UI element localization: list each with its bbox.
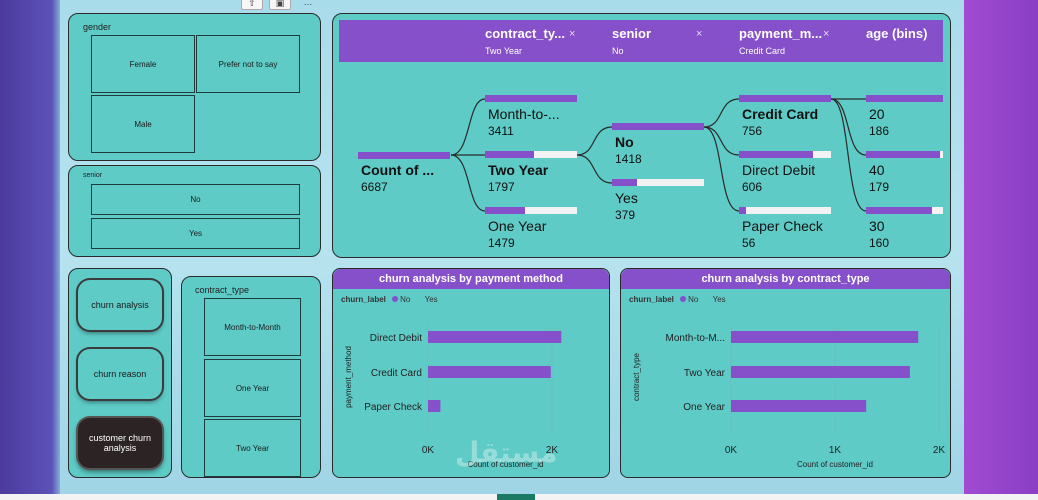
close-icon[interactable]: ×: [696, 28, 703, 40]
tree-bar: [485, 151, 577, 158]
chart-title: churn analysis by payment method: [333, 269, 609, 289]
y-tick-label: Month-to-M...: [666, 333, 725, 344]
y-tick-label: Paper Check: [364, 402, 423, 413]
gender-option-prefer-not[interactable]: Prefer not to say: [196, 35, 300, 93]
tree-header-age[interactable]: age (bins): [866, 26, 928, 41]
chart-title: churn analysis by contract_type: [621, 269, 950, 289]
gender-option-male[interactable]: Male: [91, 95, 195, 153]
tree-header-contract[interactable]: contract_ty... Two Year ×: [485, 26, 576, 56]
chart-legend: churn_label No Yes: [629, 295, 726, 304]
y-tick-label: Direct Debit: [370, 333, 422, 344]
bar: [731, 400, 867, 412]
tree-connectors: [450, 98, 867, 212]
tree-bar: [866, 207, 943, 214]
tree-bar: [866, 95, 943, 102]
tree-bar: [739, 95, 831, 102]
bar-chart-svg: 0K 2K Direct Debit Credit Card Paper Check Co…: [344, 324, 562, 469]
decomposition-tree: contract_ty... Two Year × senior No × pa…: [332, 13, 951, 258]
active-page-tab[interactable]: [497, 494, 535, 500]
bar: [731, 331, 919, 343]
watermark-logo: مستقل: [455, 437, 558, 468]
chart-legend: churn_label No Yes: [341, 295, 438, 304]
y-axis-title: payment_method: [344, 346, 353, 408]
navigation-panel: churn analysis churn reason customer chu…: [68, 268, 172, 478]
y-tick-label: Credit Card: [371, 368, 422, 379]
contract-type-slicer: contract_type Month-to-Month One Year Tw…: [181, 276, 321, 478]
tree-bar: [612, 123, 704, 130]
senior-option-yes[interactable]: Yes: [91, 218, 300, 249]
legend-dot-no: [392, 296, 399, 302]
bar: [731, 366, 910, 378]
x-tick-label: 2K: [933, 445, 946, 456]
gender-slicer: gender Female Prefer not to say Male: [68, 13, 321, 161]
contract-option-month[interactable]: Month-to-Month: [204, 298, 301, 356]
tree-bar: [485, 95, 577, 102]
x-tick-label: 0K: [422, 445, 435, 456]
y-tick-label: Two Year: [684, 368, 726, 379]
x-axis-title: Count of customer_id: [467, 460, 543, 469]
contract-option-one-year[interactable]: One Year: [204, 359, 301, 417]
y-axis-title: contract_type: [632, 352, 641, 401]
tree-bar: [739, 207, 831, 214]
bar: [428, 400, 441, 412]
y-tick-label: One Year: [683, 402, 725, 413]
bar-chart-svg: 0K 1K 2K Month-to-M... Two Year One Year Count…: [632, 324, 946, 469]
legend-dot-yes: [416, 296, 423, 302]
gender-option-female[interactable]: Female: [91, 35, 195, 93]
tree-bar: [612, 179, 704, 186]
contract-option-two-year[interactable]: Two Year: [204, 419, 301, 477]
focus-icon[interactable]: ▣: [269, 0, 291, 10]
legend-dot-yes: [704, 296, 711, 302]
x-tick-label: 0K: [725, 445, 738, 456]
x-axis-title: Count of customer_id: [797, 460, 873, 469]
x-tick-label: 2K: [546, 445, 559, 456]
tree-header-bar: contract_ty... Two Year × senior No × pa…: [339, 20, 943, 62]
tree-bar: [358, 152, 450, 159]
bar: [428, 331, 562, 343]
x-tick-label: 1K: [829, 445, 842, 456]
chart-payment-method: churn analysis by payment method churn_l…: [332, 268, 610, 478]
tree-bar: [485, 207, 577, 214]
tree-header-senior[interactable]: senior No ×: [612, 26, 703, 56]
senior-option-no[interactable]: No: [91, 184, 300, 215]
legend-dot-no: [680, 296, 687, 302]
bar: [428, 366, 551, 378]
nav-button-churn-analysis[interactable]: churn analysis: [78, 280, 162, 330]
contract-type-slicer-title: contract_type: [195, 285, 250, 295]
gender-slicer-title: gender: [83, 22, 112, 32]
page-tab-strip: [0, 494, 1038, 500]
tree-bar: [739, 151, 831, 158]
tree-bar: [866, 151, 943, 158]
nav-button-churn-reason[interactable]: churn reason: [78, 349, 162, 399]
senior-slicer: senior No Yes: [68, 165, 321, 257]
close-icon[interactable]: ×: [823, 28, 830, 40]
close-icon[interactable]: ×: [569, 28, 576, 40]
filter-icon[interactable]: ⇧: [241, 0, 263, 10]
tree-header-payment[interactable]: payment_m... Credit Card ×: [739, 26, 830, 56]
chart-contract-type: churn analysis by contract_type churn_la…: [620, 268, 951, 478]
senior-slicer-title: senior: [83, 172, 103, 179]
nav-button-customer-churn-analysis[interactable]: customer churn analysis: [78, 418, 162, 468]
more-options-icon[interactable]: …: [303, 0, 313, 7]
